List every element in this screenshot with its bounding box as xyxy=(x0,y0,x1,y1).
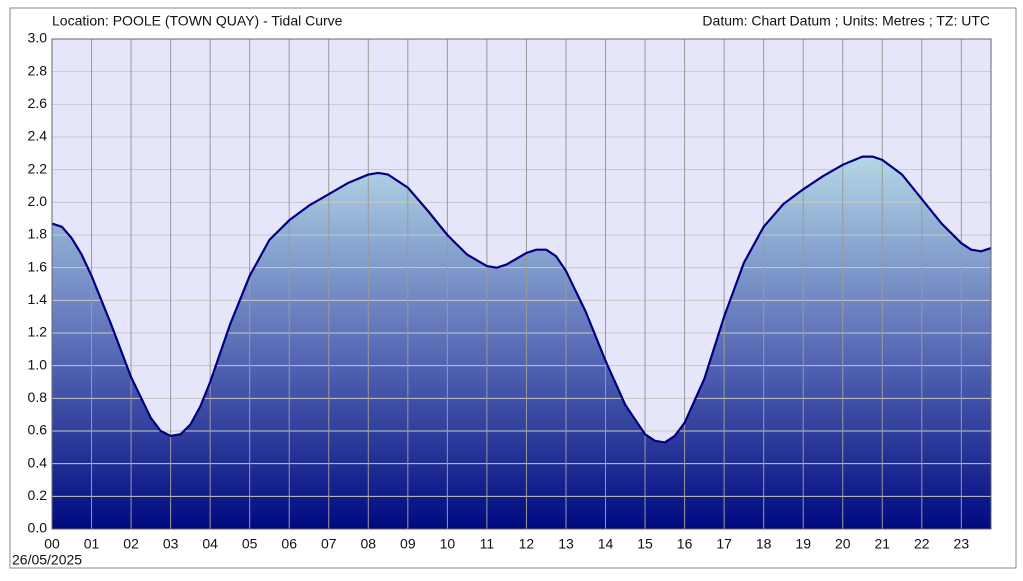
y-tick-label: 2.6 xyxy=(28,95,48,111)
x-tick-label: 01 xyxy=(84,536,100,552)
y-tick-label: 1.4 xyxy=(28,291,48,307)
x-tick-label: 10 xyxy=(440,536,456,552)
x-tick-label: 21 xyxy=(874,536,890,552)
x-tick-label: 05 xyxy=(242,536,258,552)
x-tick-label: 13 xyxy=(558,536,574,552)
x-tick-label: 17 xyxy=(716,536,732,552)
y-tick-label: 2.8 xyxy=(28,62,48,78)
x-tick-label: 07 xyxy=(321,536,337,552)
chart-subtitle: Datum: Chart Datum ; Units: Metres ; TZ:… xyxy=(702,13,990,29)
x-tick-label: 08 xyxy=(361,536,377,552)
x-tick-label: 16 xyxy=(677,536,693,552)
tide-area xyxy=(52,156,991,529)
x-tick-label: 09 xyxy=(400,536,416,552)
y-tick-label: 2.4 xyxy=(28,128,48,144)
x-tick-label: 03 xyxy=(163,536,179,552)
y-tick-label: 3.0 xyxy=(28,30,48,46)
x-tick-label: 23 xyxy=(954,536,970,552)
y-tick-label: 0.6 xyxy=(28,422,48,438)
x-tick-label: 04 xyxy=(202,536,218,552)
y-tick-label: 1.2 xyxy=(28,324,48,340)
y-tick-label: 0.8 xyxy=(28,389,48,405)
y-tick-label: 0.4 xyxy=(28,454,48,470)
plot-border xyxy=(51,38,992,530)
y-tick-label: 0.2 xyxy=(28,487,48,503)
x-tick-label: 14 xyxy=(598,536,614,552)
x-tick-label: 18 xyxy=(756,536,772,552)
y-tick-label: 2.0 xyxy=(28,193,48,209)
x-tick-label: 06 xyxy=(281,536,297,552)
y-tick-label: 1.6 xyxy=(28,258,48,274)
x-tick-label: 20 xyxy=(835,536,851,552)
x-tick-label: 00 xyxy=(44,536,60,552)
date-label: 26/05/2025 xyxy=(12,552,82,568)
x-tick-label: 02 xyxy=(123,536,139,552)
chart-title: Location: POOLE (TOWN QUAY) - Tidal Curv… xyxy=(52,13,343,29)
x-tick-label: 15 xyxy=(637,536,653,552)
x-tick-label: 19 xyxy=(795,536,811,552)
x-tick-label: 22 xyxy=(914,536,930,552)
y-tick-label: 1.8 xyxy=(28,226,48,242)
y-tick-label: 2.2 xyxy=(28,160,48,176)
tide-line xyxy=(51,155,992,444)
y-tick-label: 0.0 xyxy=(28,520,48,536)
y-tick-label: 1.0 xyxy=(28,356,48,372)
x-tick-label: 12 xyxy=(519,536,535,552)
x-tick-label: 11 xyxy=(480,536,495,552)
